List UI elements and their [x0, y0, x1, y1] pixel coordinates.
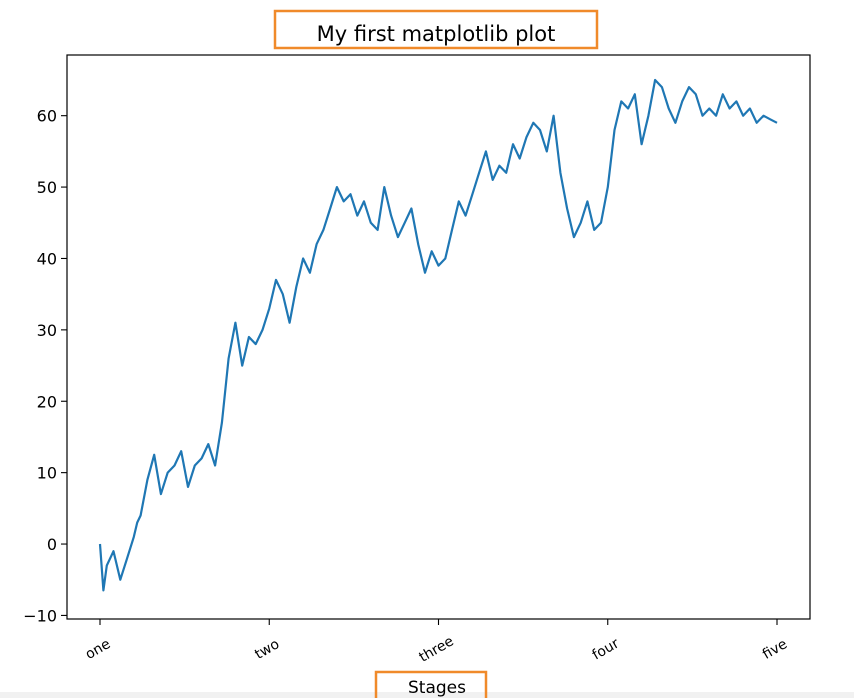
- window-bottom-strip: [0, 692, 854, 698]
- x-tick-label: four: [590, 635, 623, 663]
- x-tick-label: five: [760, 636, 790, 663]
- plot-area-frame: [66, 54, 811, 620]
- xlabel-highlight-box: [374, 670, 488, 698]
- y-tick-label: −10: [23, 606, 57, 625]
- y-tick-label: 60: [37, 107, 57, 126]
- x-tick-label: three: [416, 633, 456, 665]
- y-tick-label: 40: [37, 249, 57, 268]
- y-tick-label: 10: [37, 464, 57, 483]
- x-axis: one two three four five: [83, 619, 790, 666]
- chart-title: My first matplotlib plot: [317, 22, 556, 46]
- x-tick-label: one: [83, 636, 114, 663]
- y-tick-label: 0: [47, 535, 57, 554]
- y-tick-label: 50: [37, 178, 57, 197]
- y-tick-label: 30: [37, 321, 57, 340]
- series-line: [98, 78, 778, 592]
- title-highlight-box: [273, 9, 599, 50]
- series-layer: [98, 78, 778, 592]
- y-axis: −10 0 10 20 30 40 50 60: [23, 107, 67, 625]
- y-tick-label: 20: [37, 392, 57, 411]
- x-axis-label: Stages: [408, 678, 466, 698]
- x-tick-label: two: [252, 636, 282, 663]
